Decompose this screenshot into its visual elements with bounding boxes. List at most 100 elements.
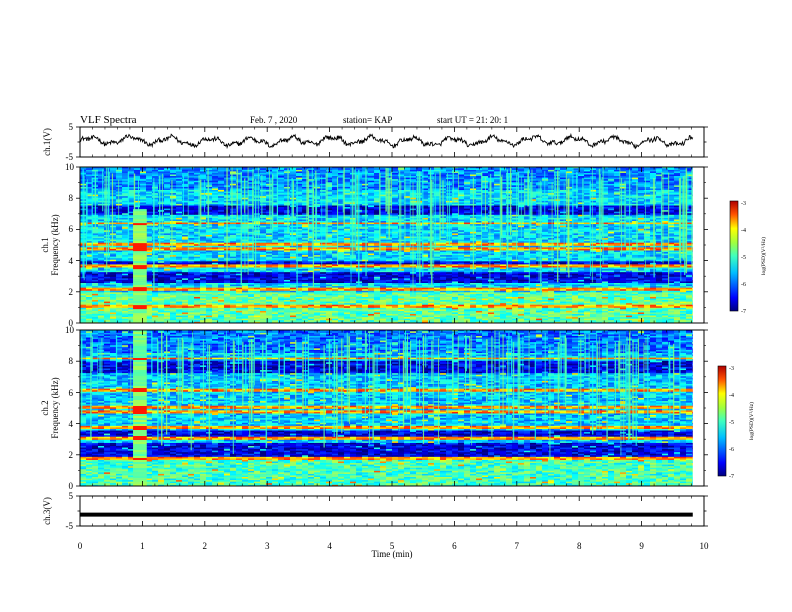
- spectrogram-cell: [374, 282, 381, 285]
- spectrogram-cell: [200, 321, 207, 323]
- spectrogram-cell: [398, 315, 405, 318]
- spectrogram-cell: [590, 293, 597, 296]
- spectrogram-cell: [170, 285, 177, 288]
- spectrogram-cell: [500, 274, 507, 277]
- spectrogram-cell: [470, 313, 477, 316]
- spectrogram-cell: [284, 276, 291, 279]
- spectrogram-cell: [104, 301, 111, 304]
- spectrogram-cell: [566, 316, 573, 319]
- spectrogram-cell: [512, 278, 519, 280]
- spectrogram-cell: [230, 316, 237, 319]
- spectrogram-cell: [200, 293, 207, 296]
- spectrogram-cell: [668, 316, 675, 319]
- spectrogram-cell: [458, 274, 465, 277]
- spectrogram-cell: [572, 302, 579, 305]
- spectrogram-cell: [650, 298, 657, 301]
- spectrogram-cell: [194, 282, 201, 285]
- spectrogram-cell: [398, 279, 405, 282]
- spectrogram-cell: [290, 318, 297, 321]
- spectrogram-cell: [110, 310, 117, 313]
- spectrogram-cell: [302, 287, 309, 290]
- spectrogram-cell: [302, 315, 309, 318]
- spectrogram-cell: [392, 318, 399, 321]
- spectrogram-cell: [662, 295, 669, 297]
- spectrogram-cell: [98, 305, 105, 308]
- spectrogram-cell: [272, 279, 279, 282]
- spectrogram-cell: [206, 284, 213, 287]
- spectrogram-cell: [560, 310, 567, 313]
- spectrogram-cell: [80, 285, 87, 288]
- spectrogram-cell: [362, 293, 369, 296]
- spectrogram-cell: [128, 284, 135, 287]
- spectrogram-cell: [422, 321, 429, 323]
- spectrogram-cell: [374, 292, 381, 294]
- spectrogram-cell: [548, 309, 555, 311]
- spectrogram-cell: [500, 313, 507, 316]
- spectrogram-cell: [80, 310, 87, 313]
- spectrogram-cell: [434, 278, 441, 280]
- spectrogram-cell: [152, 307, 159, 310]
- spectrogram-cell: [80, 293, 87, 296]
- spectrogram-cell: [632, 319, 639, 322]
- spectrogram-cell: [212, 316, 219, 319]
- spectrogram-cell: [656, 290, 663, 293]
- spectrogram-cell: [302, 304, 309, 307]
- spectrogram-cell: [662, 298, 669, 301]
- spectrogram-cell: [170, 292, 177, 294]
- spectrogram-cell: [512, 296, 519, 299]
- spectrogram-cell: [686, 305, 693, 308]
- spectrogram-cell: [158, 279, 165, 282]
- spectrogram-cell: [206, 310, 213, 313]
- spectrogram-cell: [260, 310, 267, 313]
- spectrogram-cell: [674, 313, 681, 316]
- spectrogram-cell: [362, 312, 369, 314]
- spectrogram-cell: [536, 299, 543, 302]
- spectrogram-cell: [404, 309, 411, 311]
- spectrogram-cell: [272, 310, 279, 313]
- spectrogram-cell: [662, 284, 669, 287]
- spectrogram-cell: [254, 307, 261, 310]
- spectrogram-cell: [596, 279, 603, 282]
- spectrogram-cell: [674, 292, 681, 294]
- spectrogram-cell: [650, 305, 657, 308]
- spectrogram-cell: [410, 315, 417, 318]
- spectrogram-cell: [536, 295, 543, 297]
- spectrogram-cell: [164, 313, 171, 316]
- spectrogram-cell: [650, 316, 657, 319]
- spectrogram-cell: [656, 293, 663, 296]
- spectrogram-cell: [530, 293, 537, 296]
- spectrogram-cell: [146, 310, 153, 313]
- spectrogram-cell: [584, 316, 591, 319]
- spectrogram-cell: [248, 321, 255, 323]
- spectrogram-cell: [668, 321, 675, 323]
- spectrogram-cell: [590, 305, 597, 308]
- spectrogram-cell: [272, 299, 279, 302]
- spectrogram-cell: [296, 284, 303, 287]
- spectrogram-cell: [92, 305, 99, 308]
- spectrogram-cell: [422, 282, 429, 285]
- spectrogram-cell: [194, 318, 201, 321]
- spectrogram-cell: [122, 287, 129, 290]
- spectrogram-cell: [158, 298, 165, 301]
- spectrogram-cell: [152, 290, 159, 293]
- spectrogram-cell: [224, 282, 231, 285]
- spectrogram-cell: [290, 305, 297, 308]
- spectrogram-cell: [620, 288, 627, 291]
- spectrogram-cell: [284, 282, 291, 285]
- spectrogram-cell: [638, 313, 645, 316]
- spectrogram-cell: [662, 290, 669, 293]
- spectrogram-cell: [674, 279, 681, 282]
- spectrogram-cell: [476, 316, 483, 319]
- spectrogram-cell: [254, 319, 261, 322]
- spectrogram-cell: [584, 281, 591, 283]
- spectrogram-cell: [410, 304, 417, 307]
- spectrogram-cell: [548, 284, 555, 287]
- spectrogram-cell: [620, 292, 627, 294]
- spectrogram-cell: [506, 295, 513, 297]
- spectrogram-cell: [248, 293, 255, 296]
- spectrogram-cell: [248, 310, 255, 313]
- spectrogram-cell: [440, 309, 447, 311]
- spectrogram-cell: [326, 301, 333, 304]
- spectrogram-cell: [86, 299, 93, 302]
- spectrogram-cell: [368, 299, 375, 302]
